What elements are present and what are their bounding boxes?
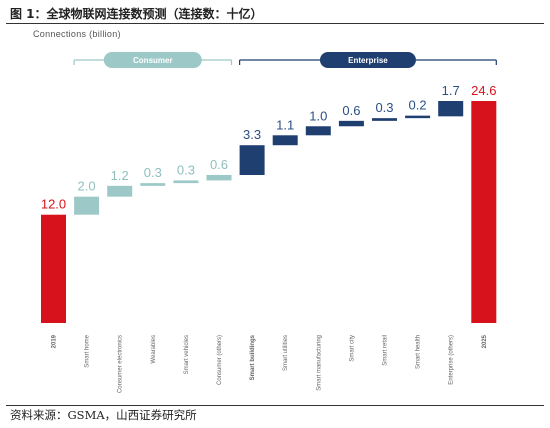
consumer-group-label: Consumer [133, 56, 173, 65]
category-label-12: Enterprise (others) [449, 335, 455, 385]
category-label-0: 2019 [52, 334, 58, 348]
bar-2 [107, 185, 133, 197]
figure-caption: 图 1：全球物联网连接数预测（连接数：十亿） [10, 7, 263, 21]
category-label-6: Smart buildings [250, 334, 256, 380]
value-label-7: 1.1 [276, 117, 294, 132]
value-label-1: 2.0 [78, 179, 96, 194]
consumer-pill [103, 52, 202, 68]
value-label-2: 1.2 [111, 168, 129, 183]
value-label-12: 1.7 [442, 83, 460, 98]
category-label-8: Smart manufacturing [316, 335, 322, 391]
enterprise-group-label: Enterprise [348, 56, 388, 65]
bar-8 [305, 126, 331, 136]
y-axis-label: Connections (billion) [33, 29, 121, 39]
bar-3 [140, 183, 166, 186]
bar-7 [272, 135, 298, 146]
value-label-4: 0.3 [177, 162, 195, 177]
value-label-6: 3.3 [243, 127, 261, 142]
group-brackets: Consumer Enterprise [73, 52, 497, 68]
value-label-3: 0.3 [144, 165, 162, 180]
category-label-9: Smart city [349, 335, 355, 362]
bar-5 [206, 175, 232, 181]
bar-9 [338, 120, 364, 127]
value-label-9: 0.6 [342, 103, 360, 118]
category-label-4: Smart vehicles [184, 335, 190, 374]
bar-0 [41, 214, 66, 323]
category-label-2: Consumer electronics [118, 335, 124, 393]
value-label-13: 24.6 [471, 83, 496, 98]
bar-11 [405, 115, 431, 119]
value-label-8: 1.0 [309, 108, 327, 123]
bar-1 [74, 196, 100, 215]
source-note: 资料来源：GSMA，山西证券研究所 [10, 408, 197, 422]
value-label-10: 0.3 [375, 100, 393, 115]
category-label-3: Wearables [151, 335, 157, 364]
bar-6 [239, 145, 265, 175]
value-label-0: 12.0 [41, 197, 66, 212]
bar-10 [372, 118, 397, 121]
bar-4 [173, 180, 199, 184]
category-label-11: Smart health [416, 335, 422, 369]
value-label-11: 0.2 [409, 98, 427, 113]
category-labels: 2019 Smart home Consumer electronics Wearab… [52, 334, 488, 393]
category-label-7: Smart utilities [283, 335, 289, 371]
bottom-rule [6, 405, 544, 406]
value-label-5: 0.6 [210, 157, 228, 172]
category-label-10: Smart retail [383, 335, 389, 366]
top-rule [6, 23, 544, 24]
bar-12 [438, 101, 464, 117]
category-label-13: 2025 [482, 334, 488, 348]
value-labels: 12.0 2.0 1.2 0.3 0.3 0.6 3.3 1.1 1.0 0.6 0.3 0.2 1.7… [41, 83, 497, 212]
category-label-5: Consumer (others) [217, 335, 223, 385]
bars [41, 101, 497, 323]
bar-13 [471, 101, 497, 323]
category-label-1: Smart home [85, 334, 91, 367]
enterprise-pill [319, 52, 416, 68]
